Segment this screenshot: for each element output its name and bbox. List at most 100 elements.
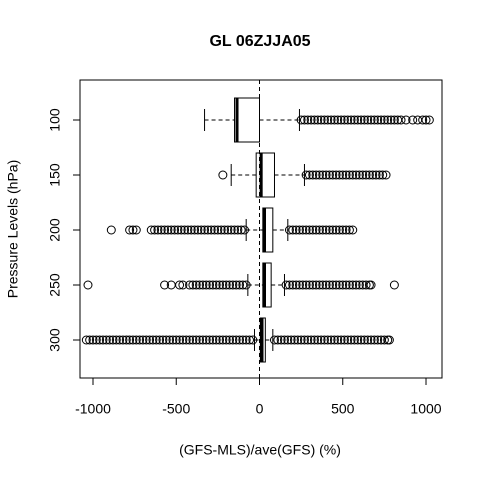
outlier — [349, 335, 359, 345]
outlier — [308, 225, 318, 235]
outlier — [175, 280, 185, 290]
outlier — [135, 335, 145, 345]
outlier — [309, 335, 319, 345]
outlier — [155, 335, 165, 345]
outlier — [301, 170, 311, 180]
x-tick-label: 1000 — [410, 401, 441, 417]
outlier — [324, 170, 334, 180]
outlier — [215, 280, 225, 290]
y-tick-label: 150 — [47, 163, 63, 187]
outlier — [221, 335, 231, 345]
box — [262, 207, 274, 253]
outlier — [318, 280, 328, 290]
outlier — [386, 115, 396, 125]
outlier — [348, 225, 358, 235]
outlier — [248, 335, 258, 345]
outlier — [364, 170, 374, 180]
outlier — [105, 335, 115, 345]
outlier — [344, 280, 354, 290]
outlier — [371, 170, 381, 180]
outlier — [359, 115, 369, 125]
outlier — [366, 335, 376, 345]
outlier — [326, 115, 336, 125]
outlier — [379, 115, 389, 125]
outlier — [191, 280, 201, 290]
outlier — [384, 335, 394, 345]
outlier — [379, 335, 389, 345]
outlier — [91, 335, 101, 345]
outlier — [314, 280, 324, 290]
outlier — [296, 115, 306, 125]
outlier — [381, 170, 391, 180]
outlier — [230, 225, 240, 235]
outlier — [153, 225, 163, 235]
outlier — [363, 115, 373, 125]
outlier — [279, 335, 289, 345]
outlier — [160, 280, 170, 290]
outlier — [198, 280, 208, 290]
outlier — [353, 115, 363, 125]
outlier — [344, 170, 354, 180]
outlier — [95, 335, 105, 345]
outlier — [338, 225, 348, 235]
outlier — [241, 280, 251, 290]
outlier — [205, 280, 215, 290]
outlier — [316, 115, 326, 125]
outlier — [170, 225, 180, 235]
outlier — [313, 335, 323, 345]
outlier — [195, 335, 205, 345]
outlier — [115, 335, 125, 345]
outlier — [366, 280, 376, 290]
outlier — [106, 225, 116, 235]
outlier — [396, 115, 406, 125]
outlier — [356, 335, 366, 345]
outlier — [218, 280, 228, 290]
outlier — [294, 225, 304, 235]
outlier — [288, 280, 298, 290]
outlier — [314, 225, 324, 235]
outlier — [321, 280, 331, 290]
outlier — [236, 225, 246, 235]
outlier — [163, 225, 173, 235]
outlier — [349, 115, 359, 125]
outlier — [211, 280, 221, 290]
outlier — [311, 170, 321, 180]
outlier — [225, 335, 235, 345]
outlier — [328, 280, 338, 290]
outlier — [333, 335, 343, 345]
box — [262, 262, 272, 308]
outlier — [235, 335, 245, 345]
outlier — [281, 280, 291, 290]
outlier — [366, 115, 376, 125]
outlier — [180, 225, 190, 235]
outlier — [208, 280, 218, 290]
outlier — [284, 280, 294, 290]
outlier — [183, 225, 193, 235]
outlier — [309, 115, 319, 125]
outlier — [286, 335, 296, 345]
outlier — [383, 115, 393, 125]
outlier — [319, 115, 329, 125]
outlier — [188, 280, 198, 290]
outlier — [328, 170, 338, 180]
box — [234, 97, 261, 143]
outlier — [348, 170, 358, 180]
outlier — [303, 115, 313, 125]
outlier — [421, 115, 431, 125]
outlier — [326, 335, 336, 345]
outlier — [206, 225, 216, 235]
outlier — [269, 335, 279, 345]
outlier — [316, 335, 326, 345]
outlier — [308, 280, 318, 290]
outlier — [368, 170, 378, 180]
outlier — [339, 115, 349, 125]
outlier — [321, 170, 331, 180]
outlier — [296, 335, 306, 345]
outlier — [331, 280, 341, 290]
outlier — [168, 335, 178, 345]
outlier — [328, 225, 338, 235]
outlier — [165, 335, 175, 345]
y-tick-label: 250 — [47, 273, 63, 297]
